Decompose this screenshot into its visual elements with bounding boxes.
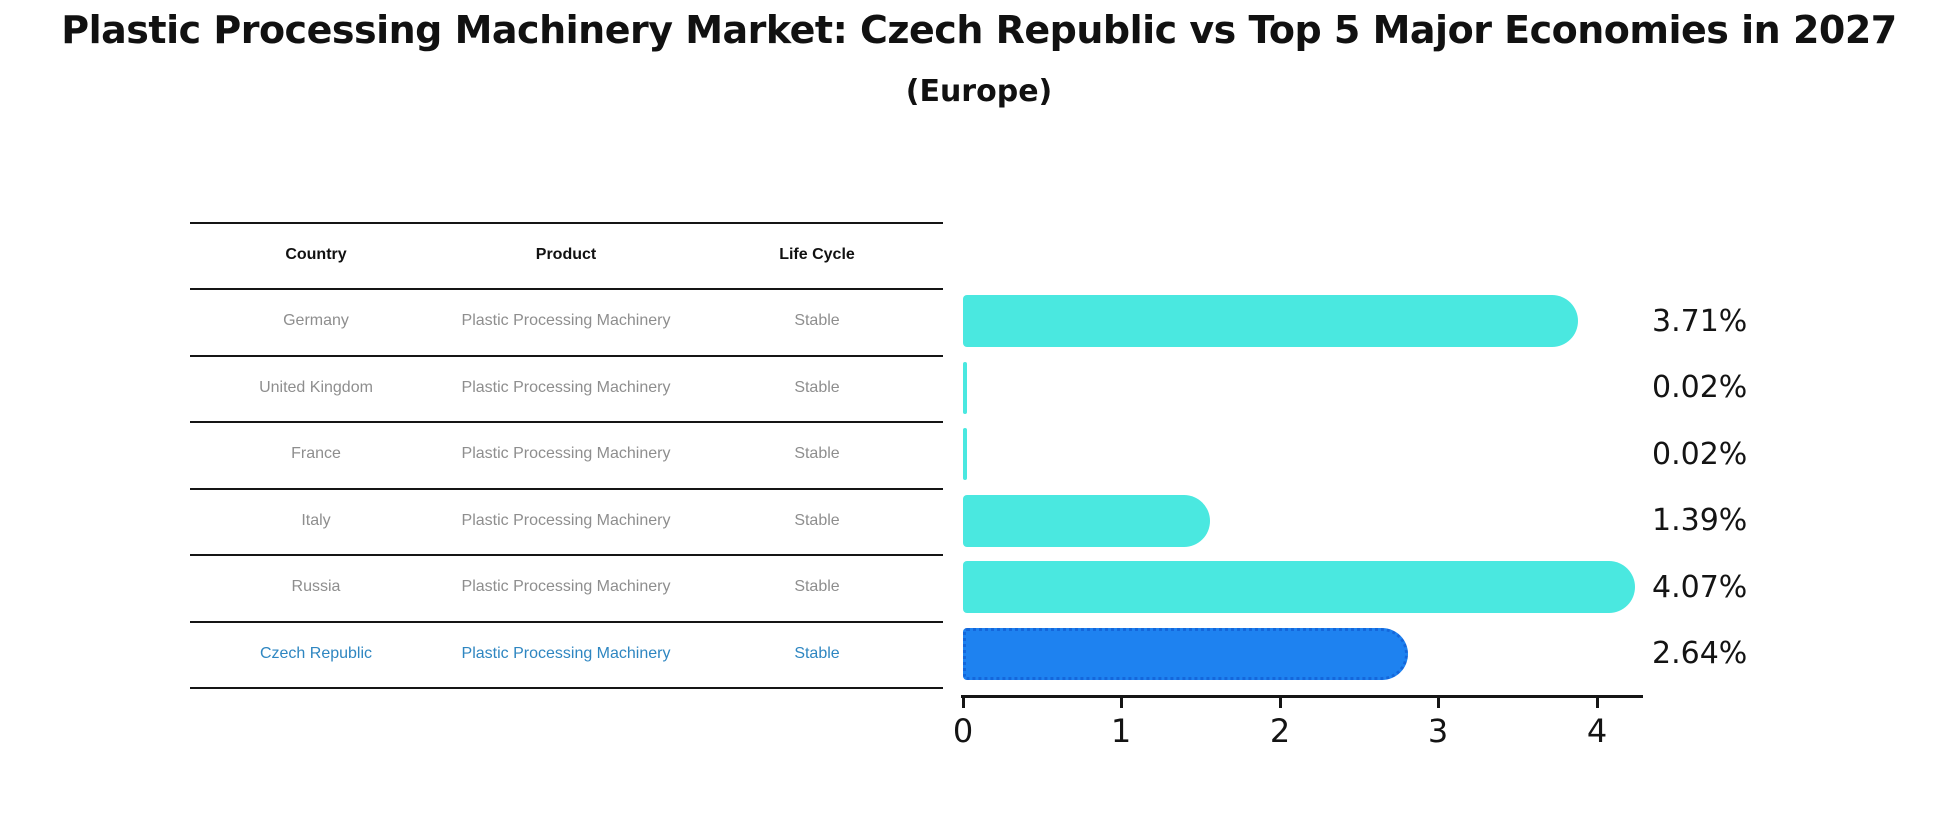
value-label: 3.71% bbox=[1652, 304, 1748, 339]
product-cell: Plastic Processing Machinery bbox=[461, 512, 671, 529]
table-border-line bbox=[190, 554, 943, 556]
x-tick-mark bbox=[1279, 697, 1282, 708]
product-cell: Plastic Processing Machinery bbox=[461, 578, 671, 595]
page-subtitle: (Europe) bbox=[905, 74, 1053, 109]
x-tick-label: 2 bbox=[1269, 712, 1291, 750]
column-header-country: Country bbox=[285, 246, 347, 263]
column-header-product: Product bbox=[535, 246, 597, 263]
life-cycle-cell: Stable bbox=[794, 578, 840, 595]
x-tick-label: 3 bbox=[1427, 712, 1449, 750]
x-tick-mark bbox=[1437, 697, 1440, 708]
table-border-line bbox=[190, 488, 943, 490]
country-cell: Czech Republic bbox=[259, 645, 373, 662]
country-cell: Russia bbox=[291, 578, 341, 595]
country-cell: Italy bbox=[301, 512, 331, 529]
table-border-line bbox=[190, 355, 943, 357]
value-label: 0.02% bbox=[1652, 370, 1748, 405]
column-header-life-cycle: Life Cycle bbox=[779, 246, 855, 263]
product-cell: Plastic Processing Machinery bbox=[461, 445, 671, 462]
country-cell: France bbox=[291, 445, 341, 462]
x-tick-mark bbox=[1120, 697, 1123, 708]
product-cell: Plastic Processing Machinery bbox=[461, 645, 671, 662]
value-label: 4.07% bbox=[1652, 570, 1748, 605]
product-cell: Plastic Processing Machinery bbox=[461, 379, 671, 396]
life-cycle-cell: Stable bbox=[794, 312, 840, 329]
value-label: 0.02% bbox=[1652, 437, 1748, 472]
bar-france bbox=[963, 428, 967, 480]
life-cycle-cell: Stable bbox=[794, 512, 840, 529]
x-tick-mark bbox=[962, 697, 965, 708]
x-axis-line bbox=[961, 695, 1643, 698]
table-border-line bbox=[190, 621, 943, 623]
life-cycle-cell: Stable bbox=[794, 445, 840, 462]
bar-united-kingdom bbox=[963, 362, 967, 414]
value-label: 2.64% bbox=[1652, 636, 1748, 671]
value-label: 1.39% bbox=[1652, 503, 1748, 538]
table-border-line bbox=[190, 687, 943, 689]
life-cycle-cell: Stable bbox=[794, 379, 840, 396]
bar-italy bbox=[963, 495, 1210, 547]
table-border-line bbox=[190, 222, 943, 224]
bar-germany bbox=[963, 295, 1578, 347]
x-tick-label: 0 bbox=[952, 712, 974, 750]
bar-russia bbox=[963, 561, 1635, 613]
table-border-line bbox=[190, 288, 943, 290]
country-cell: Germany bbox=[283, 312, 349, 329]
product-cell: Plastic Processing Machinery bbox=[461, 312, 671, 329]
x-tick-label: 4 bbox=[1586, 712, 1608, 750]
bar-czech-republic bbox=[963, 628, 1408, 680]
page-title: Plastic Processing Machinery Market: Cze… bbox=[61, 8, 1897, 52]
x-tick-mark bbox=[1596, 697, 1599, 708]
x-tick-label: 1 bbox=[1110, 712, 1132, 750]
table-border-line bbox=[190, 421, 943, 423]
life-cycle-cell: Stable bbox=[794, 645, 840, 662]
country-cell: United Kingdom bbox=[259, 379, 373, 396]
